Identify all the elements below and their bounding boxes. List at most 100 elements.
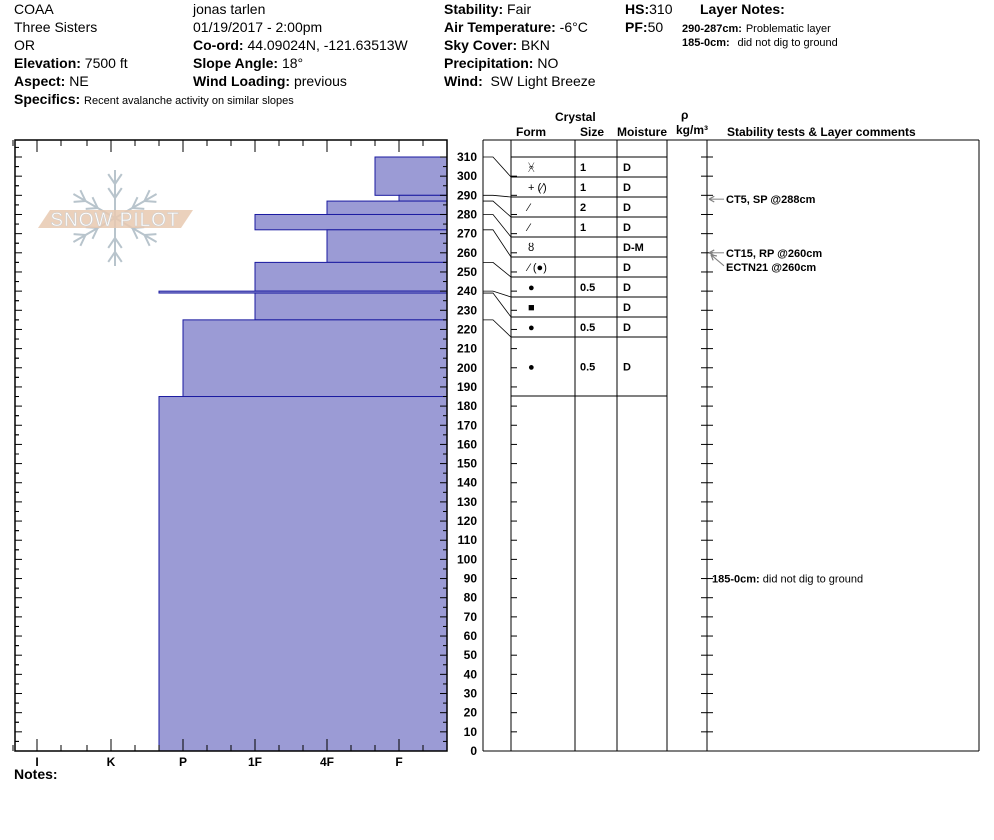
crystal-size: 0.5 (580, 322, 595, 334)
depth-label: 290 (457, 188, 477, 202)
depth-label: 40 (464, 667, 478, 681)
hardness-label: 4F (320, 755, 334, 769)
hardness-bar (254, 261, 448, 292)
layer-connector (483, 229, 517, 258)
crystal-size: 1 (580, 162, 586, 174)
crystal-form-symbol: ᚸ (528, 161, 535, 174)
crystal-size: 0.5 (580, 362, 595, 374)
moisture: D-M (623, 242, 644, 254)
depth-label: 160 (457, 437, 477, 451)
snowflake-branch (143, 234, 151, 247)
snowflake-branch (114, 237, 123, 249)
layer-connector (483, 261, 517, 278)
snowflake-branch (144, 200, 157, 203)
hardness-bar (158, 396, 448, 752)
depth-label: 200 (457, 361, 477, 375)
depth-label: 310 (457, 150, 477, 164)
header-moisture: Moisture (617, 125, 668, 139)
layer-connector (483, 200, 517, 218)
pf: PF:50 (625, 19, 664, 35)
moisture: D (623, 262, 631, 274)
depth-label: 10 (464, 725, 478, 739)
snowflake-branch (73, 200, 86, 203)
depth-label: 30 (464, 687, 478, 701)
snowflake-branch (107, 173, 116, 185)
layer-connector (483, 214, 517, 238)
arrow-head (708, 198, 715, 203)
header-size: Size (580, 125, 605, 139)
moisture: D (623, 322, 631, 334)
crystal-form-symbol: ⁄ (525, 202, 532, 214)
snowflake-branch (114, 173, 123, 185)
header-crystal: Crystal (555, 110, 596, 124)
crystal-form-symbol: ⁄ (●) (525, 262, 547, 274)
moisture: D (623, 162, 631, 174)
depth-label: 270 (457, 227, 477, 241)
moisture: D (623, 302, 631, 314)
slope-angle: Slope Angle: 18° (193, 55, 304, 71)
hardness-bar (182, 319, 448, 398)
depth-label: 250 (457, 265, 477, 279)
header-density-unit: kg/m³ (676, 123, 709, 137)
layer-note: 185-0cm: did not dig to ground (682, 37, 838, 49)
hardness-bar (374, 156, 448, 196)
moisture: D (623, 222, 631, 234)
snowflake-branch (73, 233, 86, 236)
depth-label: 300 (457, 169, 477, 183)
snowflake-branch (144, 233, 157, 236)
snowflake-branch (91, 196, 99, 209)
snowpilot-logo: SNOW PILOT (38, 170, 193, 266)
moisture: D (623, 282, 631, 294)
hardness-bar (326, 229, 448, 263)
depth-label: 120 (457, 514, 477, 528)
moisture: D (623, 182, 631, 194)
crystal-form-symbol: ● (528, 322, 535, 334)
crystal-size: 1 (580, 182, 586, 194)
observer: jonas tarlen (193, 1, 266, 17)
logo-text: SNOW PILOT (50, 210, 179, 231)
specifics: Specifics: Recent avalanche activity on … (14, 91, 294, 107)
crystal-form-symbol: ● (528, 362, 535, 374)
snowflake-branch (107, 251, 116, 263)
depth-label: 50 (464, 648, 478, 662)
layer-notes-title: Layer Notes: (700, 1, 785, 17)
snowflake-branch (85, 207, 98, 210)
depth-label: 190 (457, 380, 477, 394)
depth-label: 70 (464, 610, 478, 624)
depth-label: 230 (457, 303, 477, 317)
hardness-label: F (395, 755, 402, 769)
wind-loading: Wind Loading: previous (193, 73, 347, 89)
depth-label: 140 (457, 476, 477, 490)
hardness-label: K (107, 755, 116, 769)
depth-label: 170 (457, 418, 477, 432)
crystal-form-symbol: ⁄ (525, 222, 532, 234)
depth-label: 210 (457, 342, 477, 356)
moisture: D (623, 362, 631, 374)
crystal-size: 2 (580, 202, 586, 214)
aspect: Aspect: NE (14, 73, 89, 89)
hardness-label: 1F (248, 755, 262, 769)
snowflake-branch (132, 207, 145, 210)
layer-connector (483, 319, 517, 338)
sky-cover: Sky Cover: BKN (444, 37, 550, 53)
org: COAA (14, 1, 54, 17)
snowflake-branch (79, 234, 87, 247)
depth-label: 20 (464, 706, 478, 720)
layer-connector (483, 290, 517, 298)
crystal-form-symbol: ȣ (528, 242, 534, 254)
layer-connector (483, 194, 517, 198)
crystal-form-symbol: ■ (528, 302, 535, 314)
hardness-bar (254, 292, 448, 321)
layer-comment: 185-0cm: did not dig to ground (712, 574, 863, 586)
hardness-label: I (35, 755, 38, 769)
depth-label: 180 (457, 399, 477, 413)
snowflake-branch (131, 196, 139, 209)
hardness-bar (398, 194, 448, 202)
precipitation: Precipitation: NO (444, 55, 559, 71)
stability: Stability: Fair (444, 1, 532, 17)
snowflake-branch (79, 189, 87, 202)
air-temperature: Air Temperature: -6°C (444, 19, 588, 35)
crystal-size: 0.5 (580, 282, 595, 294)
elevation: Elevation: 7500 ft (14, 55, 128, 71)
header-comments: Stability tests & Layer comments (727, 125, 916, 139)
